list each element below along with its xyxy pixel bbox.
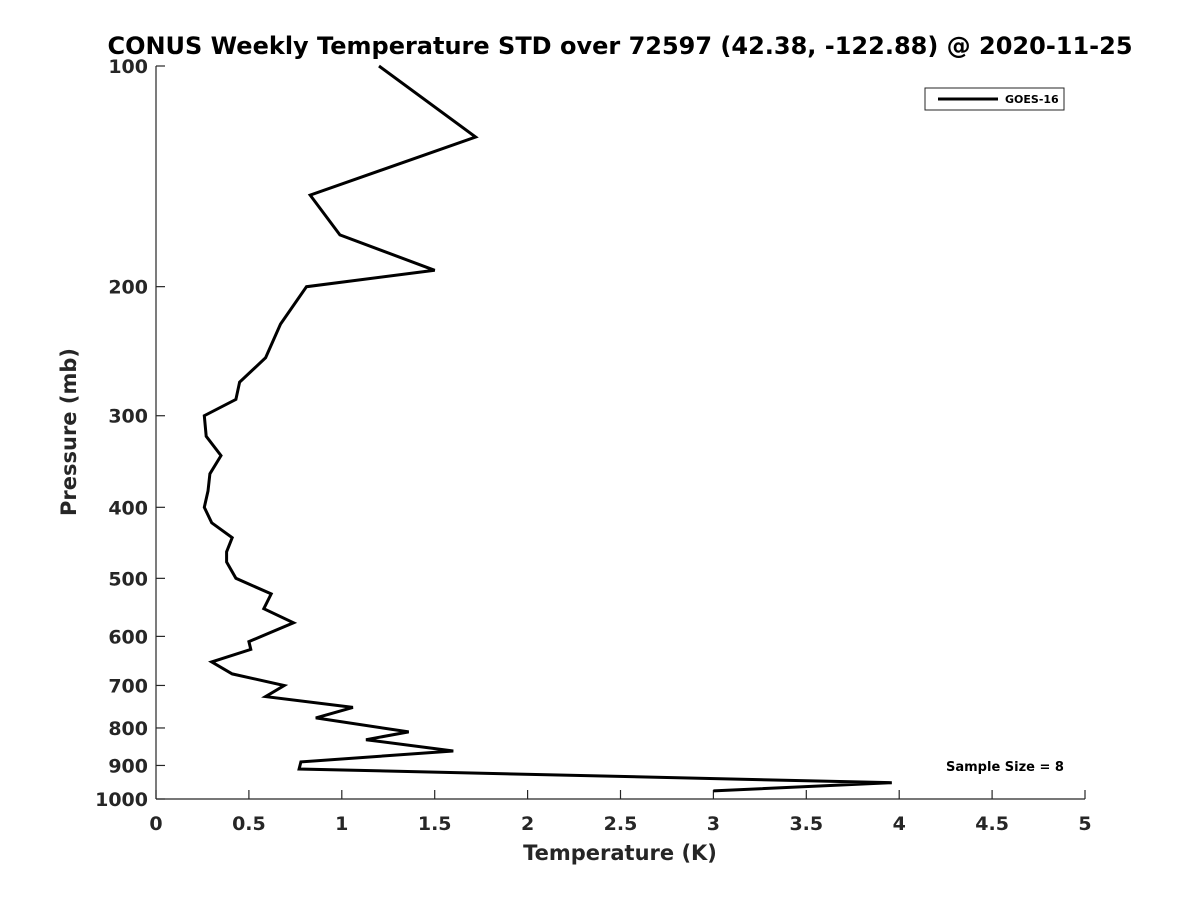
x-tick-label: 2.5 xyxy=(604,813,638,835)
x-tick-label: 1 xyxy=(335,813,348,835)
y-tick-label: 1000 xyxy=(95,789,148,811)
x-tick-label: 0.5 xyxy=(232,813,266,835)
legend: GOES-16 xyxy=(924,87,1065,111)
y-tick-label: 800 xyxy=(108,718,148,740)
y-tick-label: 100 xyxy=(108,56,148,78)
plot-area xyxy=(156,66,1085,799)
x-tick-label: 4 xyxy=(893,813,906,835)
y-ticks: 100 200 300 400 500 600 700 800 900 1000 xyxy=(95,56,165,811)
x-ticks: 0 0.5 1 1.5 2 2.5 3 3.5 4 4.5 5 xyxy=(149,790,1092,835)
x-tick-label: 5 xyxy=(1078,813,1091,835)
series-layer xyxy=(202,64,892,793)
chart-title: CONUS Weekly Temperature STD over 72597 … xyxy=(107,32,1132,60)
y-tick-label: 900 xyxy=(108,755,148,777)
y-tick-label: 700 xyxy=(108,675,148,697)
y-tick-label: 500 xyxy=(108,568,148,590)
x-tick-label: 3.5 xyxy=(789,813,823,835)
sample-size-annotation: Sample Size = 8 xyxy=(946,760,1064,775)
x-tick-label: 3 xyxy=(707,813,720,835)
x-tick-label: 2 xyxy=(521,813,534,835)
series-line-goes-16 xyxy=(202,64,892,793)
legend-label-goes-16: GOES-16 xyxy=(1005,93,1059,106)
x-tick-label: 0 xyxy=(149,813,162,835)
y-tick-label: 300 xyxy=(108,406,148,428)
x-tick-label: 4.5 xyxy=(975,813,1009,835)
y-tick-label: 600 xyxy=(108,626,148,648)
x-tick-label: 1.5 xyxy=(418,813,452,835)
axes: 0 0.5 1 1.5 2 2.5 3 3.5 4 4.5 5 100 200 300 400 500 600… xyxy=(95,56,1092,835)
y-axis-label: Pressure (mb) xyxy=(57,348,81,516)
y-tick-label: 400 xyxy=(108,497,148,519)
x-axis-label: Temperature (K) xyxy=(523,841,717,865)
y-tick-label: 200 xyxy=(108,277,148,299)
